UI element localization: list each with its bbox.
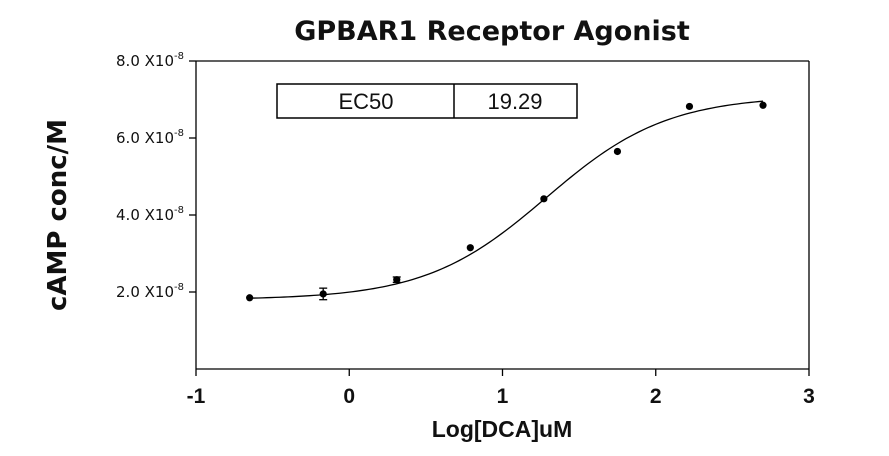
data-point <box>613 147 622 156</box>
fit-curve <box>249 100 764 299</box>
y-tick-exponent: -8 <box>174 282 184 293</box>
ec50-label: EC50 <box>338 89 393 114</box>
x-tick-label: -1 <box>187 385 206 408</box>
y-ticks: 2.0 X10-84.0 X10-86.0 X10-88.0 X10-8 <box>116 51 196 301</box>
data-point <box>466 244 474 252</box>
ec50-value: 19.29 <box>487 89 542 114</box>
data-point <box>540 195 548 203</box>
data-point <box>246 294 254 302</box>
y-tick-label: 6.0 X10-8 <box>116 128 184 147</box>
y-tick-label: 4.0 X10-8 <box>116 205 184 224</box>
x-tick-label: 3 <box>803 385 815 408</box>
x-ticks: -1 0 1 2 3 <box>187 369 815 408</box>
y-tick-mantissa: 4.0 X10 <box>116 206 174 224</box>
ec50-box-frame <box>276 83 578 119</box>
chart-title: GPBAR1 Receptor Agonist <box>294 16 690 47</box>
y-tick-exponent: -8 <box>174 205 184 216</box>
data-point <box>319 290 327 298</box>
x-axis-label: Log[DCA]uM <box>432 416 573 442</box>
data-point <box>759 101 767 109</box>
y-tick-exponent: -8 <box>174 128 184 139</box>
y-tick-label: 8.0 X10-8 <box>116 51 184 70</box>
y-axis-label: cAMP conc/M <box>43 119 73 311</box>
y-tick-label: 2.0 X10-8 <box>116 282 184 301</box>
x-tick-label: 2 <box>650 385 662 408</box>
data-points <box>246 101 767 302</box>
data-point <box>393 276 401 284</box>
data-point <box>685 102 694 111</box>
y-tick-mantissa: 2.0 X10 <box>116 283 174 301</box>
x-tick-label: 1 <box>497 385 509 408</box>
y-tick-exponent: -8 <box>174 51 184 62</box>
y-tick-mantissa: 8.0 X10 <box>116 52 174 70</box>
ec50-box: EC50 19.29 <box>276 83 578 119</box>
x-tick-label: 0 <box>343 385 355 408</box>
y-tick-mantissa: 6.0 X10 <box>116 129 174 147</box>
